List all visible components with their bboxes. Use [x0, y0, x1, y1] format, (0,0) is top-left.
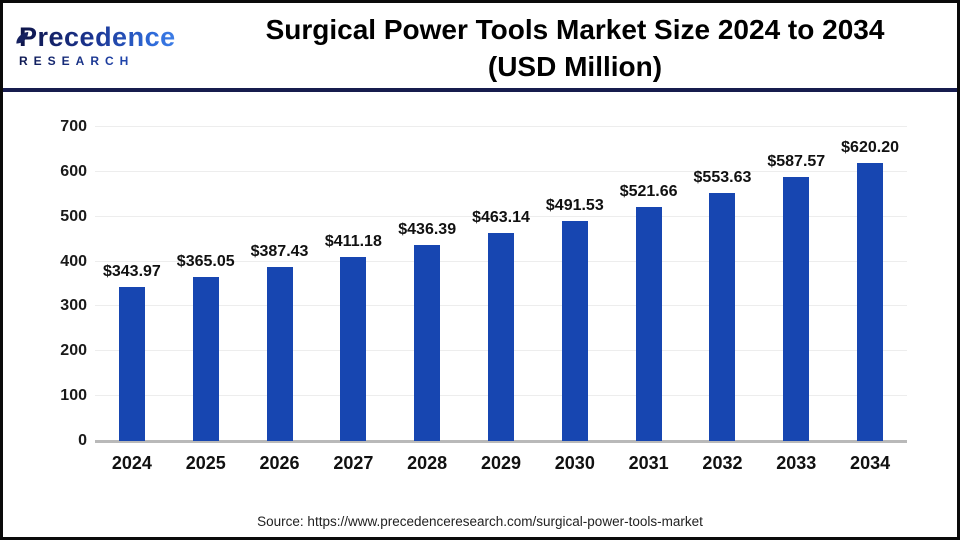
gridline — [95, 170, 907, 172]
gridline — [95, 126, 907, 127]
x-tick-label: 2031 — [628, 453, 669, 473]
bar-value-label: $463.14 — [472, 209, 530, 227]
bar-2033 — [783, 177, 810, 441]
bar-2027 — [340, 256, 367, 441]
bar-value-label: $387.43 — [250, 243, 309, 261]
y-axis: 0 100 200 300 400 500 600 700 — [39, 118, 87, 449]
x-tick-label: 2027 — [333, 453, 374, 473]
bar-2034 — [857, 162, 884, 441]
bar-2029 — [488, 233, 514, 441]
bar-2032 — [709, 192, 736, 441]
gridline — [95, 215, 907, 217]
bar-2025 — [192, 277, 219, 441]
x-tick-label: 2033 — [776, 453, 817, 473]
x-axis-baseline — [95, 440, 907, 443]
leaf-icon — [14, 31, 33, 54]
x-tick-label: 2034 — [850, 453, 891, 473]
x-tick-label: 2029 — [480, 453, 522, 473]
source-attribution: Source: https://www.precedenceresearch.c… — [257, 514, 703, 529]
bar-chart-plot-area: $343.97 $365.05 $387.43 $411.18 $436.39 $463.… — [95, 126, 907, 443]
header-divider — [3, 88, 957, 92]
x-tick-label: 2032 — [702, 453, 743, 473]
bar-value-label: $587.57 — [767, 153, 826, 171]
x-axis: 2024 2025 2026 2027 2028 2029 2030 2031 2032 2033… — [95, 453, 907, 477]
y-tick-label: 100 — [60, 387, 87, 405]
y-tick-label: 300 — [60, 297, 87, 315]
x-tick-label: 2024 — [111, 453, 152, 473]
bar-value-label: $365.05 — [176, 253, 235, 271]
y-tick-label: 500 — [60, 207, 87, 225]
x-tick-label: 2025 — [185, 453, 226, 473]
bar-value-label: $521.66 — [619, 183, 678, 200]
bar-value-label: $411.18 — [324, 232, 382, 250]
bar-2031 — [635, 207, 662, 441]
bar-value-label: $436.39 — [398, 221, 457, 239]
bar-value-label: $343.97 — [102, 262, 161, 280]
precedence-research-logo: Precedence RESEARCH — [3, 22, 193, 69]
x-tick-label: 2026 — [259, 453, 300, 473]
x-tick-label: 2030 — [554, 453, 595, 473]
x-tick-label: 2028 — [407, 453, 448, 473]
y-tick-label: 200 — [60, 342, 87, 360]
bar-2030 — [561, 220, 588, 441]
bar-value-label: $620.20 — [841, 138, 899, 156]
bar-2026 — [266, 267, 293, 441]
y-tick-label: 400 — [60, 252, 87, 270]
bar-value-label: $491.53 — [545, 196, 604, 214]
y-tick-label: 600 — [60, 162, 87, 180]
logo-brand-text: Precedence — [19, 22, 193, 52]
header: Precedence RESEARCH Surgical Power Tools… — [3, 3, 957, 88]
bar-2028 — [414, 245, 441, 441]
y-tick-label: 0 — [78, 432, 87, 449]
bar-2024 — [118, 286, 145, 441]
chart-title-line2: (USD Million) — [487, 50, 663, 82]
chart-title-line1: Surgical Power Tools Market Size 2024 to… — [265, 13, 885, 45]
bar-value-label: $553.63 — [693, 168, 752, 186]
y-tick-label: 700 — [60, 118, 87, 135]
chart-title: Surgical Power Tools Market Size 2024 to… — [193, 7, 957, 85]
logo-sub-text: RESEARCH — [19, 53, 193, 69]
